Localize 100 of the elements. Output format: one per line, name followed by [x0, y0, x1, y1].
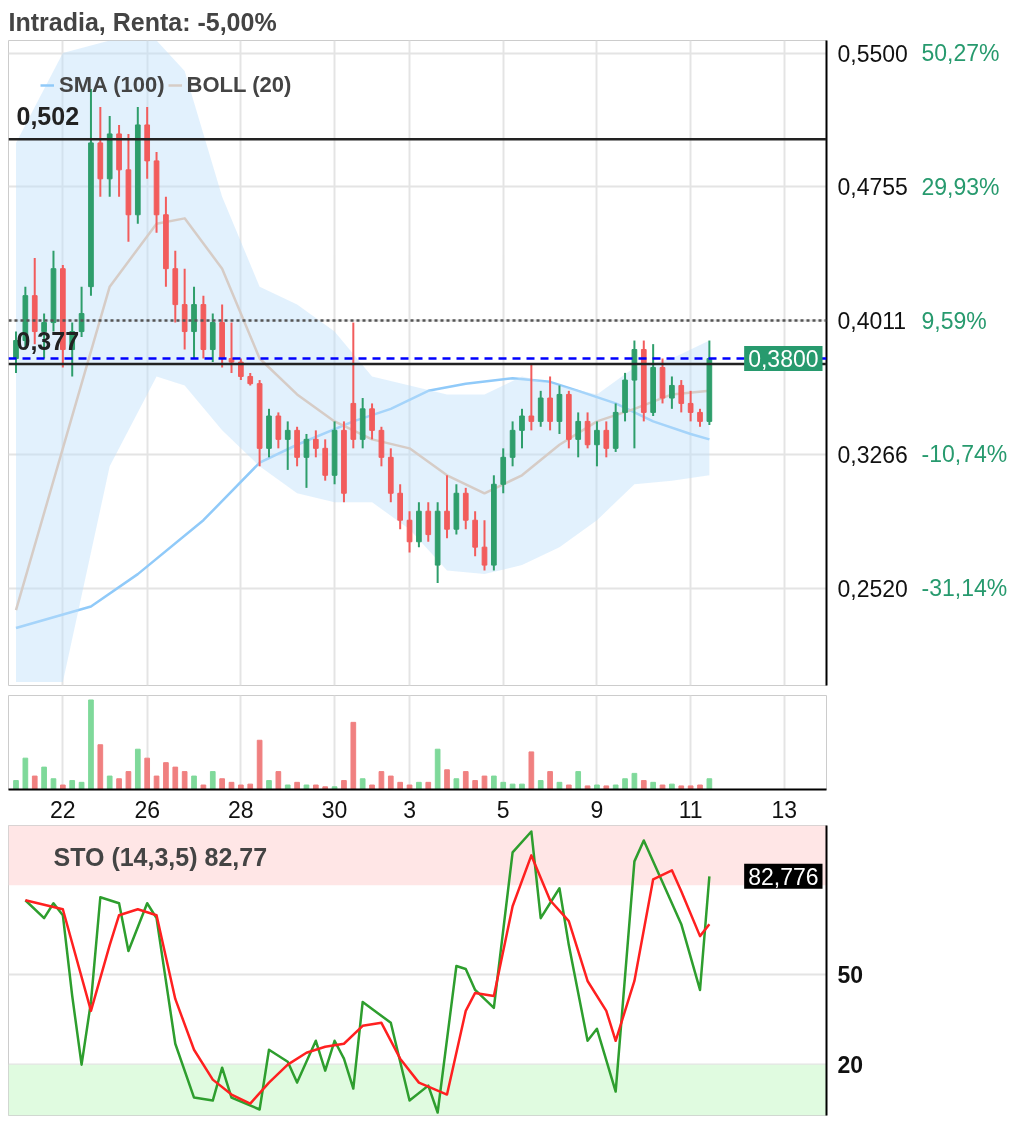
- line-series: [14, 377, 711, 630]
- bar: [547, 771, 553, 790]
- bar: [266, 780, 272, 790]
- bar: [669, 783, 675, 790]
- candlestick: [547, 375, 553, 432]
- chart-title: Intradia, Renta: -5,00%: [8, 7, 277, 36]
- bar: [397, 781, 404, 790]
- bar: [209, 771, 216, 790]
- bar: [125, 771, 132, 790]
- y-tick-label: 0,2520: [837, 575, 908, 602]
- bar: [144, 757, 151, 790]
- candlestick: [603, 420, 610, 459]
- candlestick: [528, 362, 535, 432]
- bar: [369, 784, 375, 790]
- bar: [69, 780, 76, 790]
- bar: [172, 766, 179, 790]
- candlestick: [669, 375, 675, 410]
- bar: [575, 771, 582, 790]
- bar: [687, 785, 694, 790]
- candlestick: [369, 402, 375, 441]
- bar: [341, 780, 347, 790]
- bar: [22, 757, 29, 790]
- candlestick: [284, 420, 291, 471]
- bar: [603, 785, 610, 790]
- bar: [537, 780, 544, 790]
- candlestick: [575, 411, 582, 459]
- bar: [116, 778, 122, 790]
- candlestick: [594, 420, 600, 468]
- bar: [78, 781, 85, 790]
- bar: [31, 775, 38, 790]
- bar: [387, 775, 394, 790]
- y2-tick-label: 50,27%: [921, 40, 1000, 67]
- x-tick-label: 3: [403, 796, 416, 823]
- y-tick-label: 0,5500: [837, 40, 908, 67]
- bar: [350, 721, 357, 790]
- x-tick-label: 13: [771, 796, 798, 823]
- ref-line-label: 0,3800: [748, 346, 819, 373]
- bar: [181, 771, 188, 790]
- y2-tick-label: -10,74%: [921, 441, 1008, 468]
- bar: [359, 778, 366, 790]
- bar: [256, 739, 263, 790]
- bar: [444, 769, 450, 790]
- x-tick-label: 22: [50, 796, 76, 823]
- bar: [519, 783, 525, 790]
- y-tick-label: 0,3266: [837, 441, 908, 468]
- y2-tick-label: 9,59%: [921, 307, 987, 334]
- candlestick: [303, 432, 310, 489]
- legend-label: BOLL (20): [186, 72, 292, 98]
- bar: [697, 784, 703, 790]
- bar: [640, 780, 647, 790]
- bar: [88, 699, 94, 790]
- bar: [659, 784, 666, 790]
- bar: [622, 778, 628, 790]
- bar: [500, 781, 507, 790]
- candlestick: [228, 321, 235, 374]
- candlestick: [519, 407, 525, 450]
- bar: [594, 784, 600, 790]
- bar: [41, 766, 47, 790]
- bar: [322, 786, 329, 790]
- candlestick: [687, 389, 694, 423]
- bar: [528, 751, 535, 790]
- candlestick: [406, 510, 413, 554]
- text: STO (14,3,5) 82,77: [53, 842, 268, 871]
- bar: [275, 771, 282, 790]
- bar: [556, 781, 563, 790]
- bar: [678, 785, 685, 790]
- legend-label: SMA (100): [59, 72, 165, 98]
- bar: [294, 781, 300, 790]
- bar: [706, 778, 713, 790]
- bar: [312, 784, 319, 790]
- bar: [584, 785, 591, 790]
- bar: [472, 780, 478, 790]
- bar: [247, 783, 254, 790]
- y-tick-label: 0,4011: [837, 308, 907, 335]
- bar: [331, 786, 338, 790]
- bar: [481, 775, 488, 790]
- bar: [509, 783, 516, 790]
- bar: [97, 744, 104, 790]
- bar: [13, 780, 19, 790]
- bar: [612, 784, 619, 790]
- bar: [425, 781, 432, 790]
- bar: [434, 748, 441, 790]
- bar: [303, 784, 310, 790]
- y2-tick-label: 29,93%: [921, 173, 1000, 200]
- annotation: 82,776: [748, 863, 819, 890]
- x-tick-label: 26: [134, 796, 160, 823]
- x-tick-label: 28: [228, 796, 254, 823]
- bar: [650, 781, 656, 790]
- bar: [416, 781, 422, 790]
- candlestick: [444, 474, 450, 540]
- bar: [462, 771, 469, 790]
- bar: [631, 772, 638, 790]
- candlestick: [537, 389, 544, 428]
- x-tick-label: 9: [590, 796, 604, 823]
- bar: [406, 784, 413, 790]
- candlestick: [678, 379, 685, 414]
- candlestick: [584, 411, 591, 450]
- x-tick-label: 5: [496, 796, 510, 823]
- bar: [453, 778, 460, 790]
- bar: [378, 771, 385, 790]
